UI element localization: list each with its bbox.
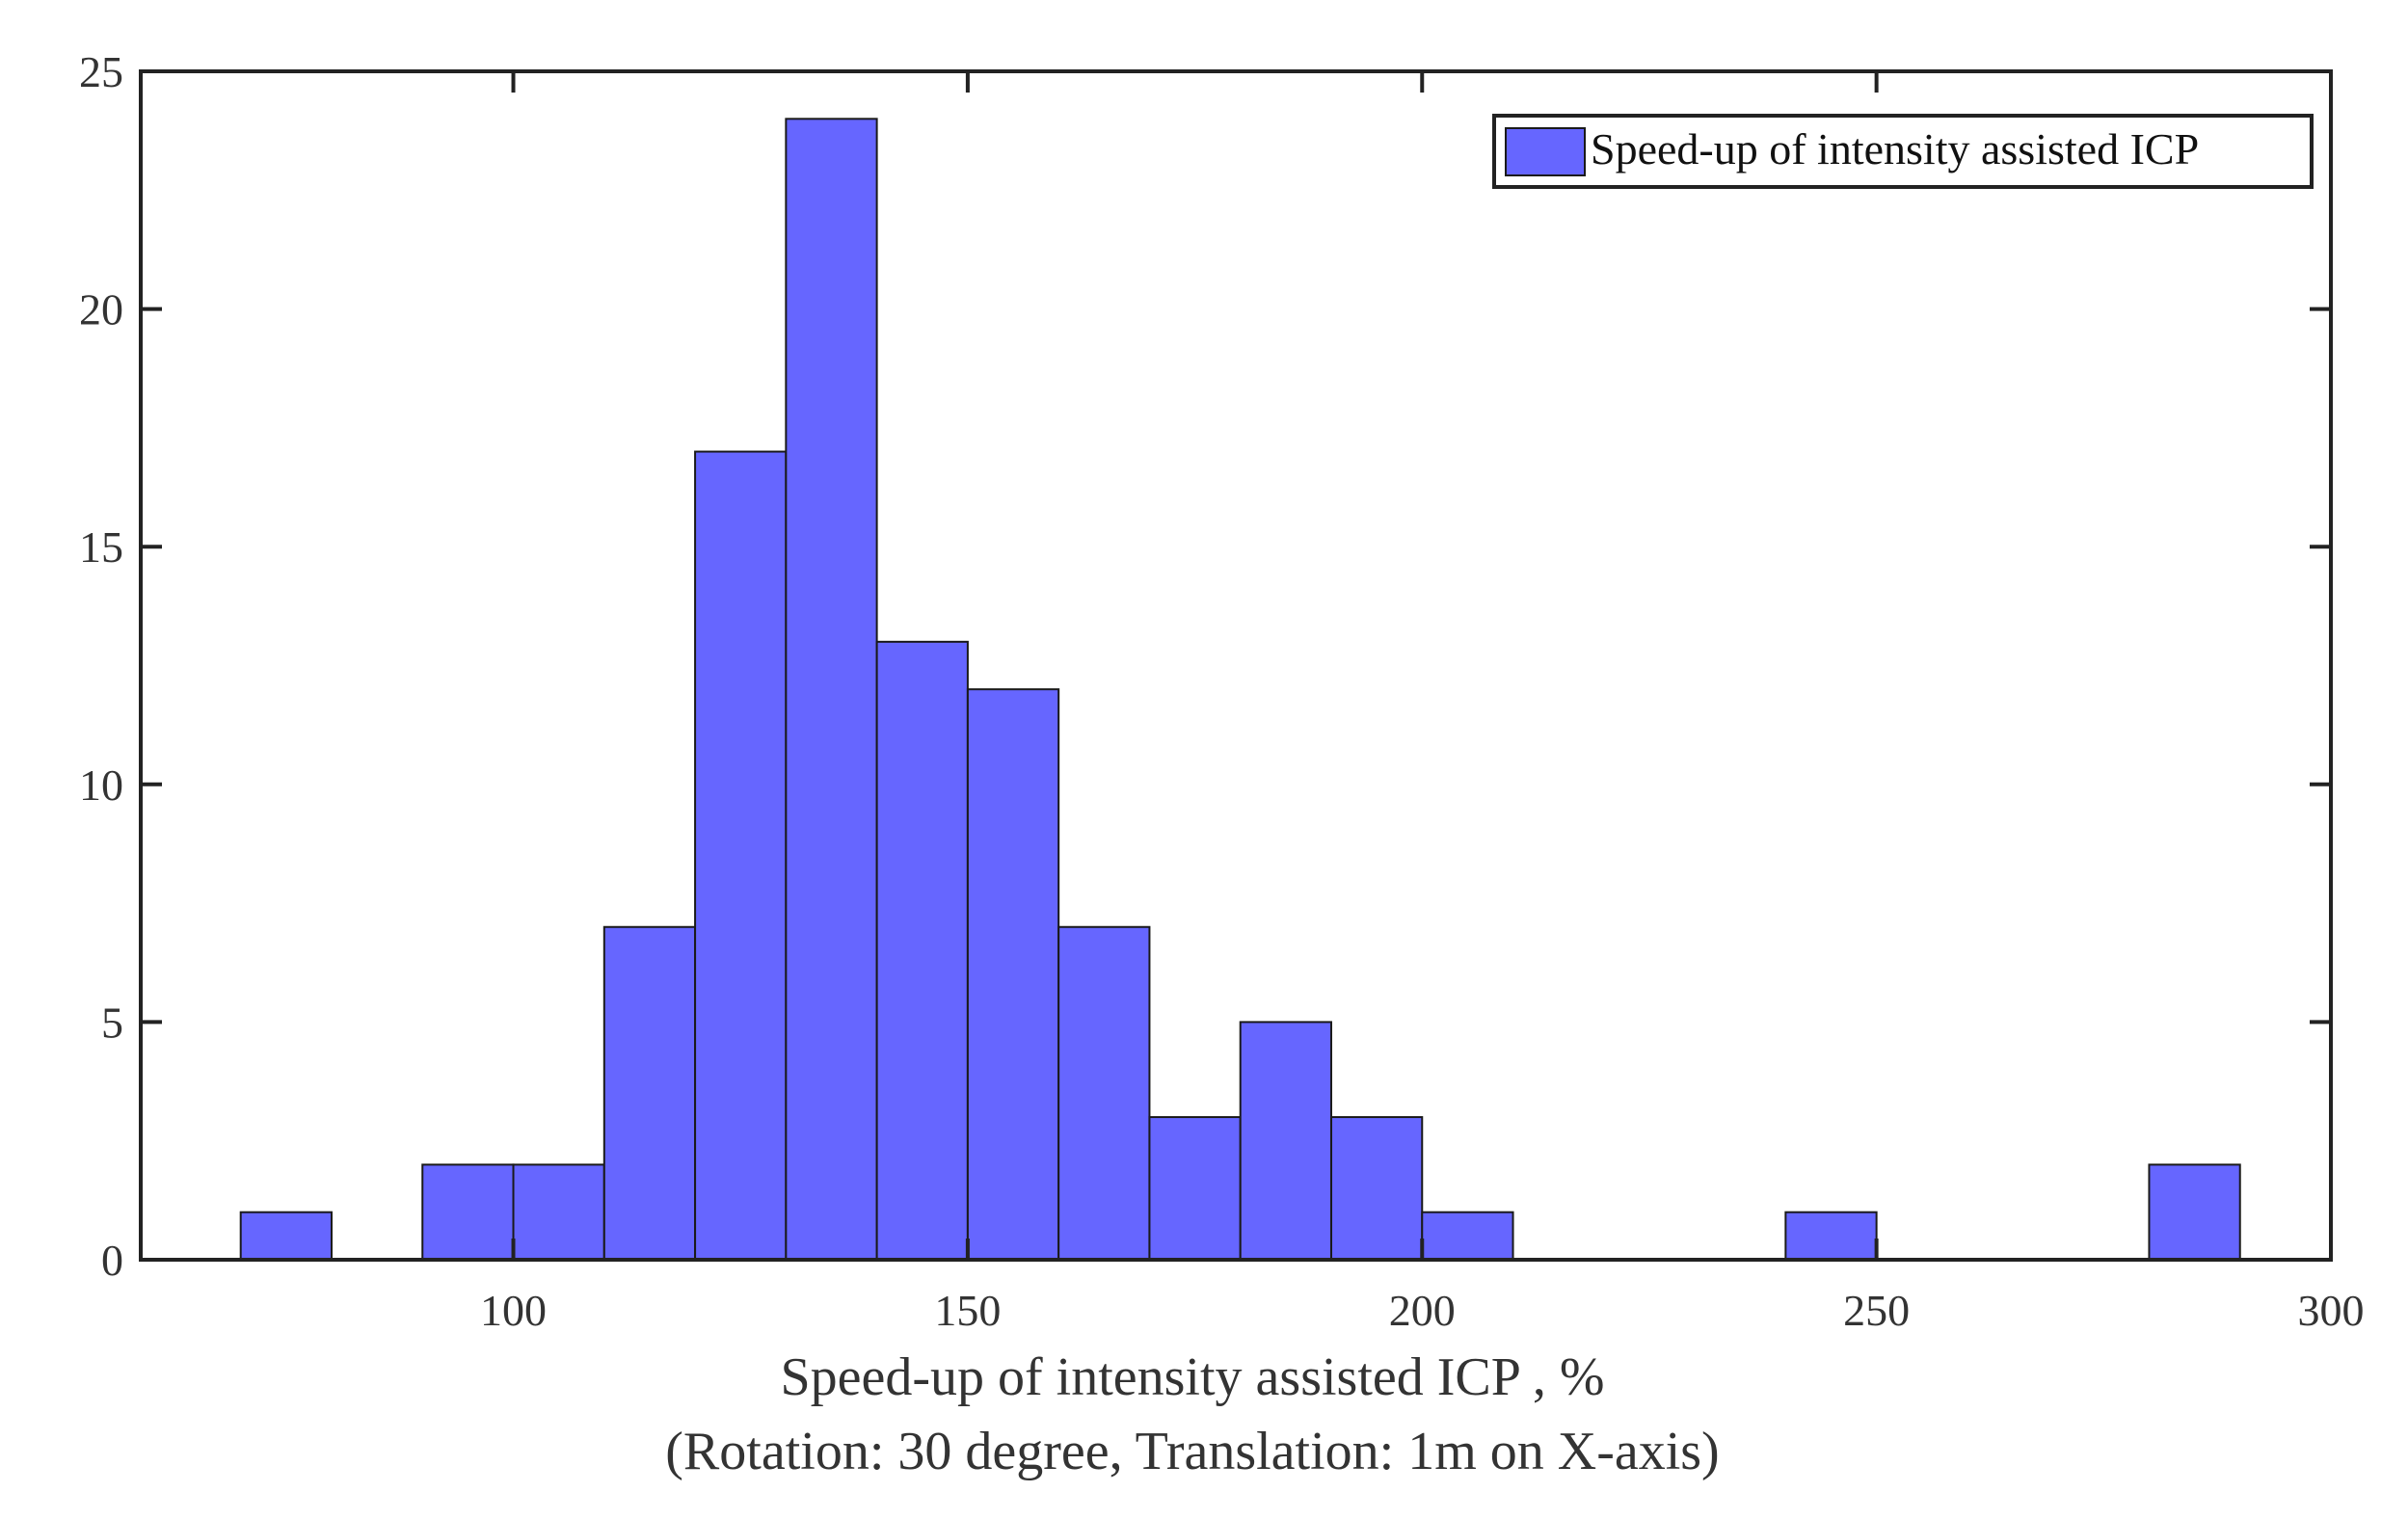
histogram-bar [875, 640, 969, 1261]
histogram-bar [1148, 1116, 1242, 1262]
histogram-bar [1421, 1211, 1514, 1262]
x-tick-label: 300 [2298, 1286, 2365, 1335]
y-tick-label: 25 [79, 47, 123, 96]
tick-labels-layer: 100 150 200 250 300 0 5 10 15 20 25 [79, 47, 2365, 1335]
x-tick-label: 250 [1843, 1286, 1910, 1335]
legend-swatch [1505, 127, 1586, 176]
x-tick-label: 200 [1389, 1286, 1456, 1335]
histogram-bar [512, 1163, 605, 1261]
bars-layer [239, 118, 2241, 1262]
legend-box [1492, 114, 2314, 189]
histogram-bar [785, 118, 878, 1262]
ticks-layer [141, 69, 2333, 1262]
y-tick-label: 15 [79, 522, 123, 572]
histogram-bar [1239, 1021, 1332, 1262]
histogram-bar [2148, 1163, 2241, 1261]
plot-frame [139, 69, 2333, 1262]
histogram-bar [602, 925, 697, 1261]
x-axis-subtitle: (Rotation: 30 degree, Translation: 1m on… [665, 1422, 1719, 1481]
x-axis-title: Speed-up of intensity assisted ICP , % [781, 1347, 1605, 1407]
y-tick-label: 20 [79, 285, 123, 334]
histogram-bar [421, 1163, 515, 1261]
histogram-bar [966, 688, 1060, 1261]
y-tick-label: 5 [101, 998, 123, 1047]
axes-layer [139, 69, 2333, 1262]
histogram-bar [694, 450, 788, 1261]
histogram-bar [1784, 1211, 1878, 1262]
histogram-bar [1057, 925, 1151, 1261]
x-tick-label: 100 [480, 1286, 547, 1335]
histogram-bar [1329, 1116, 1424, 1262]
histogram-bar [239, 1211, 333, 1262]
y-tick-label: 0 [101, 1236, 123, 1285]
x-tick-label: 150 [934, 1286, 1001, 1335]
y-tick-label: 10 [79, 760, 123, 810]
legend-label: Speed-up of intensity assisted ICP [1591, 124, 2199, 173]
legend: Speed-up of intensity assisted ICP [1492, 114, 2314, 189]
